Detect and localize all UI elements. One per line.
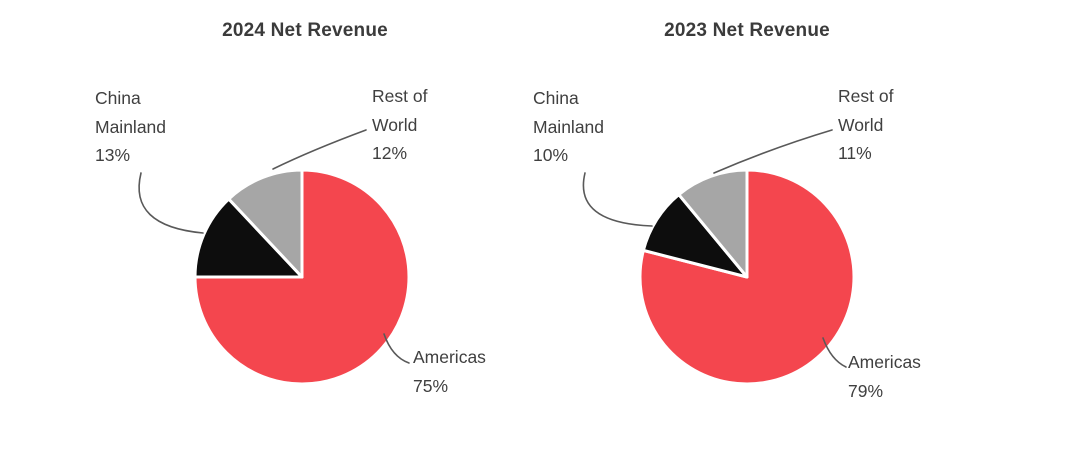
pie-slice-rest-of-world-2024-net-revenue <box>227 168 304 279</box>
callout-value: 10% <box>533 145 569 166</box>
leader-line-china-mainland-2024-net-revenue <box>138 172 204 234</box>
leader-line-americas-2023-net-revenue <box>822 337 847 368</box>
chart-title-2023: 2023 Net Revenue <box>664 20 830 41</box>
pie-slice-americas-2023-net-revenue <box>638 168 856 386</box>
callout-americas-2024: Americas 75% <box>413 343 523 400</box>
callout-value: 13% <box>95 145 131 166</box>
callout-value: 75% <box>413 375 449 396</box>
callout-label: China Mainland <box>533 88 605 137</box>
chart-title-2024: 2024 Net Revenue <box>222 20 388 41</box>
callout-label: Rest of World <box>372 86 428 135</box>
callout-label: Americas <box>848 352 921 372</box>
callout-label: Americas <box>413 347 486 367</box>
leader-line-rest-of-world-2023-net-revenue <box>713 129 833 174</box>
pie-slice-china-mainland-2024-net-revenue <box>193 197 304 279</box>
pie-slice-rest-of-world-2023-net-revenue <box>677 168 749 279</box>
pie-slice-americas-2024-net-revenue <box>193 168 411 386</box>
callout-americas-2023: Americas 79% <box>848 348 958 405</box>
callout-value: 12% <box>372 143 408 164</box>
callout-rest-of-world-2024: Rest of World 12% <box>372 82 444 168</box>
callout-rest-of-world-2023: Rest of World 11% <box>838 82 910 168</box>
leader-line-china-mainland-2023-net-revenue <box>582 172 653 227</box>
callout-value: 79% <box>848 380 884 401</box>
callout-value: 11% <box>838 143 872 164</box>
callout-china-mainland-2023: China Mainland 10% <box>533 84 628 170</box>
callout-label: Rest of World <box>838 86 894 135</box>
callout-label: China Mainland <box>95 88 167 137</box>
leader-line-rest-of-world-2024-net-revenue <box>272 129 367 170</box>
leader-line-americas-2024-net-revenue <box>383 333 410 364</box>
callout-china-mainland-2024: China Mainland 13% <box>95 84 190 170</box>
